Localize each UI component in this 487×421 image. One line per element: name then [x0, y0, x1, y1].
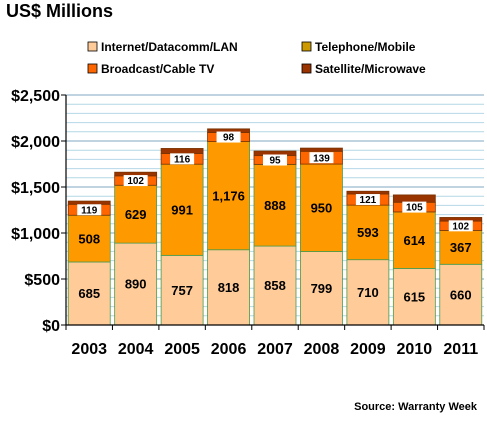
data-label: 119 [81, 205, 98, 216]
bar-segment [346, 190, 390, 195]
axes: 2003 2004 2005 2006 2007 2008 2009 2010 2011 $0 $5… [11, 88, 485, 358]
data-label: 1,176 [212, 188, 245, 203]
data-label: 105 [406, 203, 423, 214]
data-label: 102 [127, 176, 144, 187]
bar-segment [253, 245, 297, 326]
legend-label: Broadcast/Cable TV [101, 62, 214, 76]
data-label: 139 [313, 153, 330, 164]
data-label: 818 [218, 280, 240, 295]
x-tick-label: 2008 [304, 341, 340, 358]
legend-swatch [301, 63, 312, 74]
x-tick-label: 2010 [397, 341, 433, 358]
data-label: 593 [357, 225, 379, 240]
x-tick-label: 2006 [211, 341, 247, 358]
y-tick-label: $1,500 [11, 180, 60, 197]
data-label: 629 [125, 207, 147, 222]
bar-segment [207, 141, 250, 251]
bar-segment [67, 200, 111, 205]
bar-segment [300, 147, 343, 152]
data-label: 121 [360, 195, 377, 206]
data-label-box [123, 175, 148, 187]
x-tick-label: 2003 [71, 341, 107, 358]
data-label-box [355, 194, 380, 206]
chart-title: US$ Millions [6, 1, 114, 21]
legend-label: Internet/Datacomm/LAN [101, 40, 238, 54]
data-label: 710 [357, 285, 379, 300]
data-label-box [448, 220, 473, 232]
data-label-box [309, 152, 334, 164]
data-label: 757 [171, 283, 193, 298]
x-tick-label: 2004 [118, 341, 154, 358]
bar-segment [114, 184, 158, 244]
bar-segment [253, 163, 297, 247]
x-tick-label: 2005 [164, 341, 200, 358]
y-tick-label: $1,000 [11, 226, 60, 243]
data-label: 367 [450, 240, 472, 255]
data-label: 950 [311, 200, 333, 215]
data-label-box [170, 153, 195, 165]
data-label: 98 [223, 133, 235, 144]
bar-segment [300, 163, 343, 252]
y-tick-label: $500 [24, 272, 60, 289]
bar-segment [160, 254, 204, 326]
bar-segment [160, 163, 204, 256]
data-label: 508 [78, 231, 100, 246]
x-tick-label: 2007 [257, 341, 293, 358]
legend: Internet/Datacomm/LAN Telephone/Mobile Bro… [87, 40, 426, 76]
data-label-box [216, 131, 241, 143]
legend-label: Telephone/Mobile [315, 40, 416, 54]
y-tick-label: $0 [42, 318, 60, 335]
x-tick-label: 2011 [443, 341, 478, 358]
bar-segment [207, 249, 250, 326]
legend-swatch [301, 41, 312, 52]
data-label: 615 [403, 289, 425, 304]
data-label: 858 [264, 278, 286, 293]
y-tick-label: $2,000 [11, 134, 60, 151]
data-label: 890 [125, 277, 147, 292]
y-tick-label: $2,500 [11, 88, 60, 105]
data-label: 116 [174, 154, 191, 165]
data-label: 614 [403, 233, 425, 248]
data-label: 991 [171, 202, 193, 217]
source-note: Source: Warranty Week [354, 401, 477, 413]
data-label-box [263, 154, 287, 166]
x-tick-label: 2009 [350, 341, 386, 358]
bar-segment [439, 230, 483, 265]
bar-segment [439, 263, 483, 326]
data-label: 685 [78, 286, 100, 301]
data-label-box [402, 201, 427, 213]
data-labels: 685 508 119 890 629 102 757 991 116 818 1,176 98 858… [77, 131, 473, 304]
data-label: 799 [311, 281, 333, 296]
bar-segment [346, 204, 390, 261]
data-label: 95 [269, 156, 281, 167]
bar-segment [392, 194, 436, 203]
legend-swatch [87, 41, 98, 52]
bar-segment [346, 259, 390, 326]
data-label: 660 [450, 287, 472, 302]
data-label-box [77, 204, 102, 216]
legend-swatch [87, 63, 98, 74]
legend-label: Satellite/Microwave [315, 62, 426, 76]
data-label: 102 [452, 221, 469, 232]
data-label: 888 [264, 198, 286, 213]
bar-segment [160, 148, 204, 154]
